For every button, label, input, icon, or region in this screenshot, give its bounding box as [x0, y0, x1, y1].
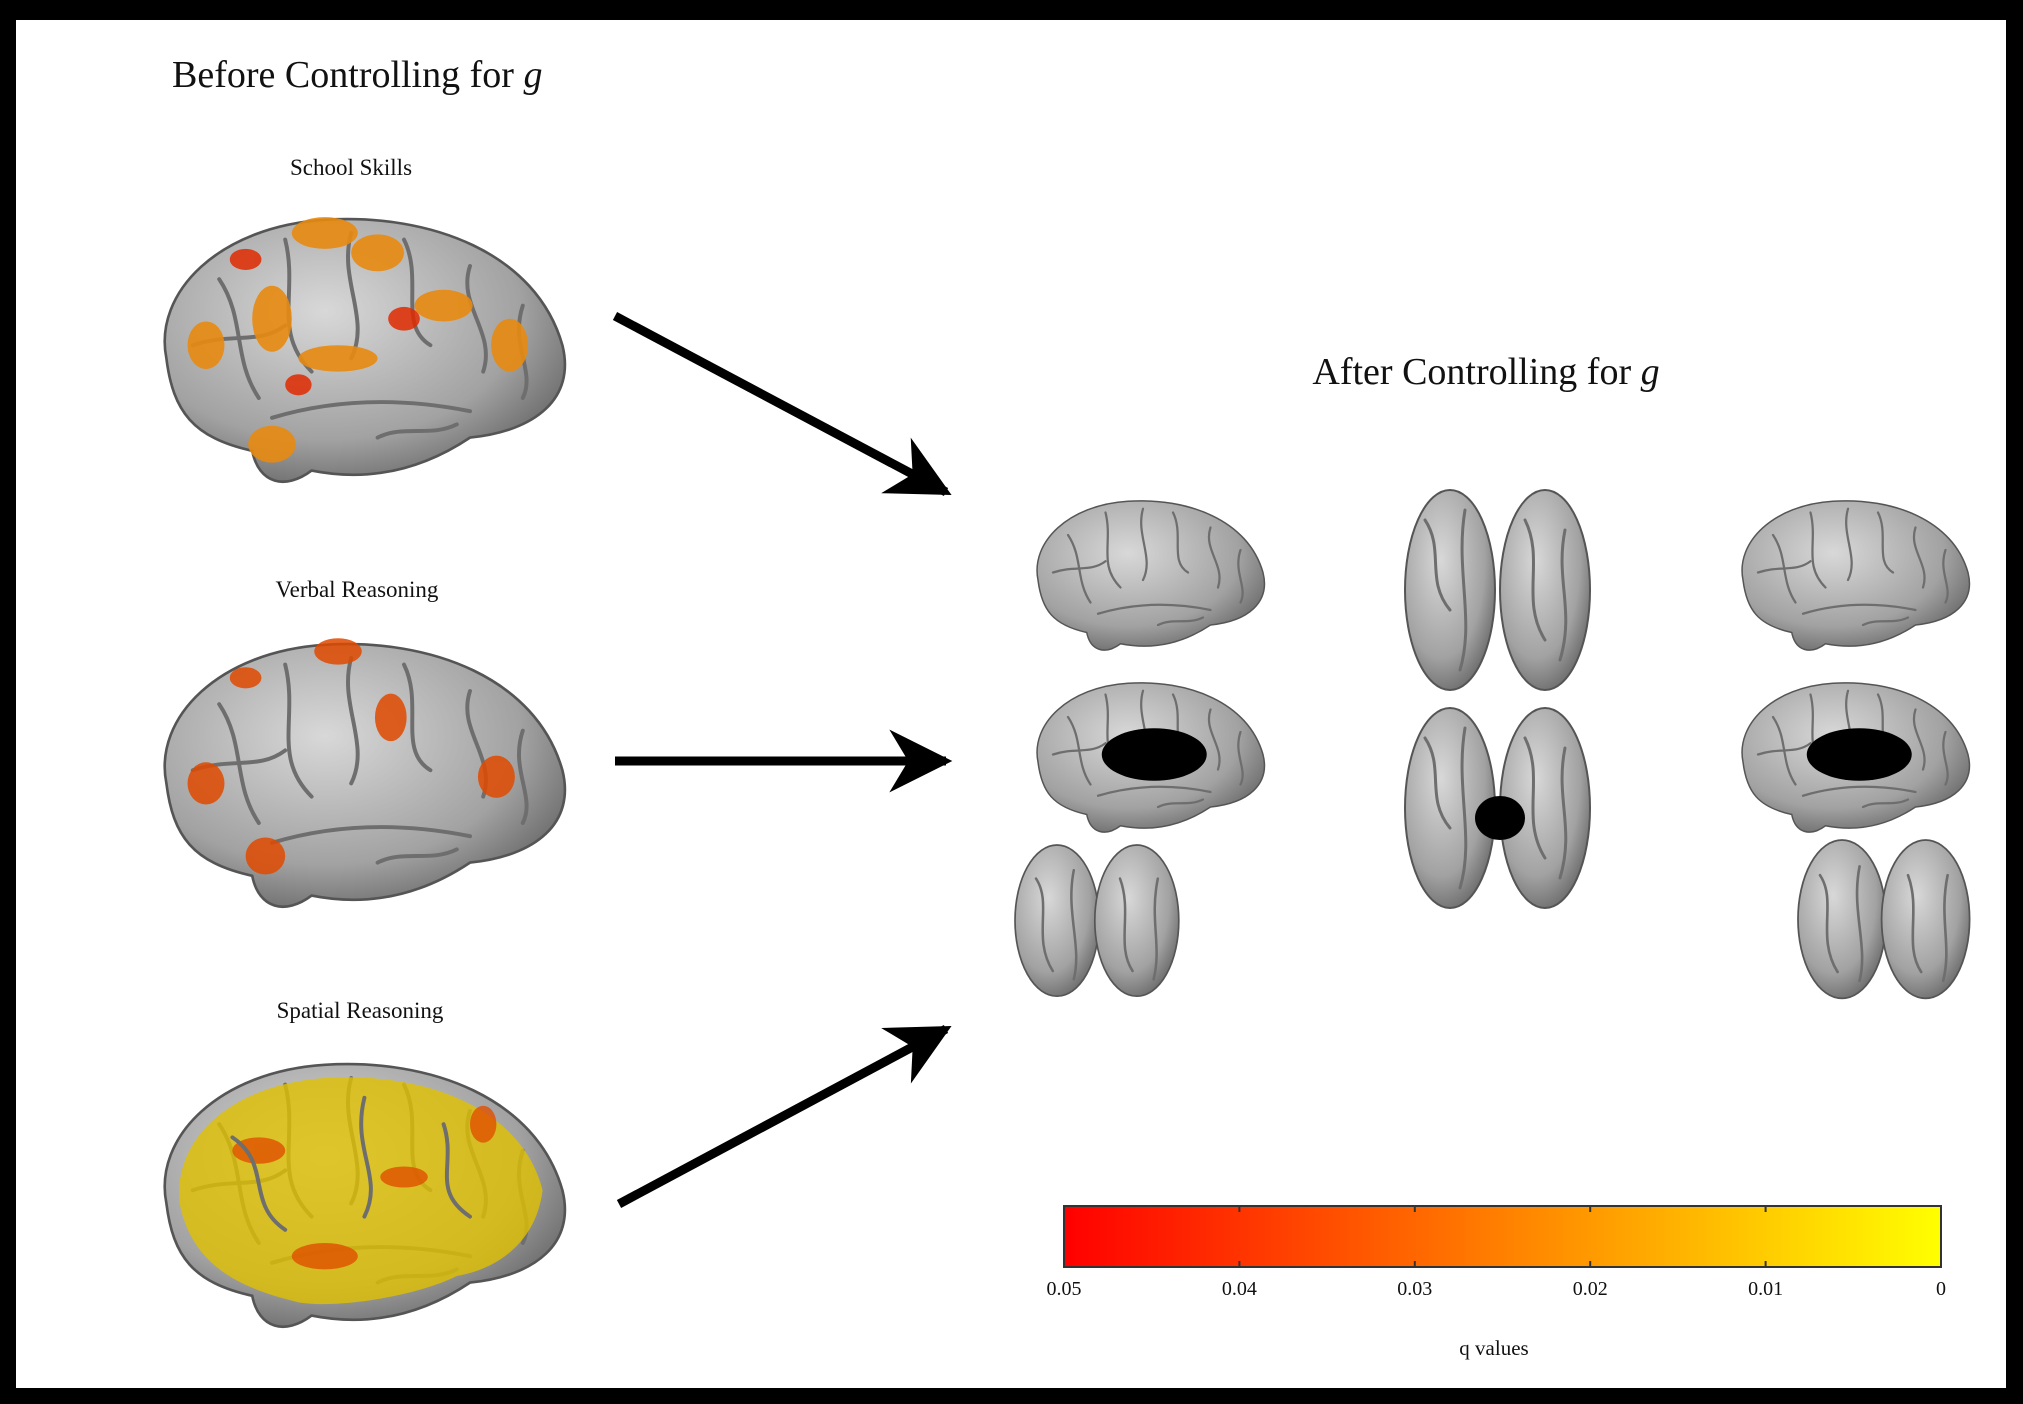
- colorbar: [1064, 1206, 1941, 1267]
- brain-label: Spatial Reasoning: [277, 998, 444, 1023]
- colorbar-tick-label: 0.01: [1748, 1278, 1783, 1300]
- title-text: After Controlling for: [1312, 351, 1631, 393]
- page: Before Controlling for g School Skills V…: [0, 0, 2023, 1404]
- colorbar-tick-label: 0: [1936, 1278, 1946, 1300]
- colorbar-tick-label: 0.05: [1047, 1278, 1082, 1300]
- colorbar-label: q values: [1459, 1336, 1528, 1360]
- colorbar-tick-label: 0.02: [1573, 1278, 1608, 1300]
- title-variable: g: [523, 54, 542, 96]
- brain-label: School Skills: [290, 155, 412, 180]
- colorbar-tick-label: 0.04: [1222, 1278, 1257, 1300]
- panel-title: Before Controlling for g: [172, 54, 542, 96]
- brain-label: Verbal Reasoning: [276, 577, 439, 602]
- colorbar-tick-label: 0.03: [1397, 1278, 1432, 1300]
- figure: Before Controlling for g School Skills V…: [0, 0, 2023, 1404]
- title-variable: g: [1641, 351, 1660, 393]
- panel-title: After Controlling for g: [1312, 351, 1659, 393]
- title-text: Before Controlling for: [172, 54, 514, 96]
